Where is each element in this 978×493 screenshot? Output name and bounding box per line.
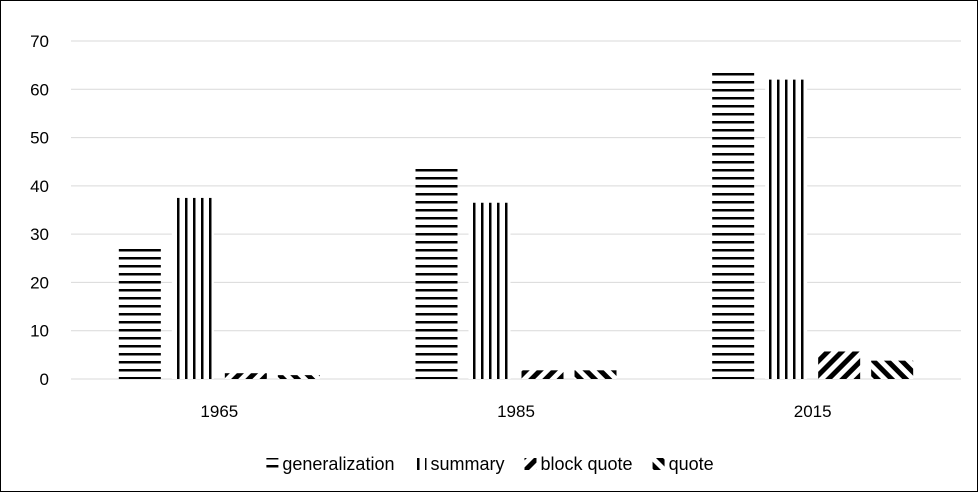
bar-generalization-1985 [415,168,458,379]
bar-block-quote-2015 [818,351,861,379]
bar-quote-2015 [871,360,914,379]
y-tick-label-40: 40 [30,177,49,196]
x-tick-label-1985: 1985 [497,402,535,421]
legend-label-generalization: generalization [282,454,394,474]
y-tick-label-10: 10 [30,322,49,341]
bar-quote-1965 [277,375,320,379]
legend: generalization summary block quote quote [266,454,714,474]
x-tick-label-2015: 2015 [794,402,832,421]
y-axis-ticks: 0 10 20 30 40 50 60 70 [30,32,49,389]
x-tick-label-1965: 1965 [200,402,238,421]
y-tick-label-30: 30 [30,225,49,244]
y-tick-label-20: 20 [30,273,49,292]
legend-label-block-quote: block quote [540,454,632,474]
bar-quote-1985 [574,370,617,379]
bar-block-quote-1965 [224,373,267,379]
bars [118,67,914,380]
legend-swatch-quote [652,458,665,470]
bar-block-quote-1985 [521,370,564,379]
legend-swatch-summary [414,458,427,470]
legend-swatch-generalization [266,458,279,470]
y-tick-label-60: 60 [30,80,49,99]
bar-summary-2015 [765,79,808,379]
y-tick-label-50: 50 [30,129,49,148]
gridlines [71,40,961,380]
legend-label-quote: quote [669,454,714,474]
bar-generalization-1965 [118,243,161,379]
legend-swatch-block-quote [524,458,537,470]
bar-generalization-2015 [712,67,755,380]
x-axis-ticks: 1965 1985 2015 [200,402,831,421]
legend-label-summary: summary [430,454,504,474]
bar-summary-1965 [171,197,214,379]
bar-summary-1985 [468,202,511,379]
y-tick-label-70: 70 [30,32,49,51]
y-tick-label-0: 0 [40,370,49,389]
